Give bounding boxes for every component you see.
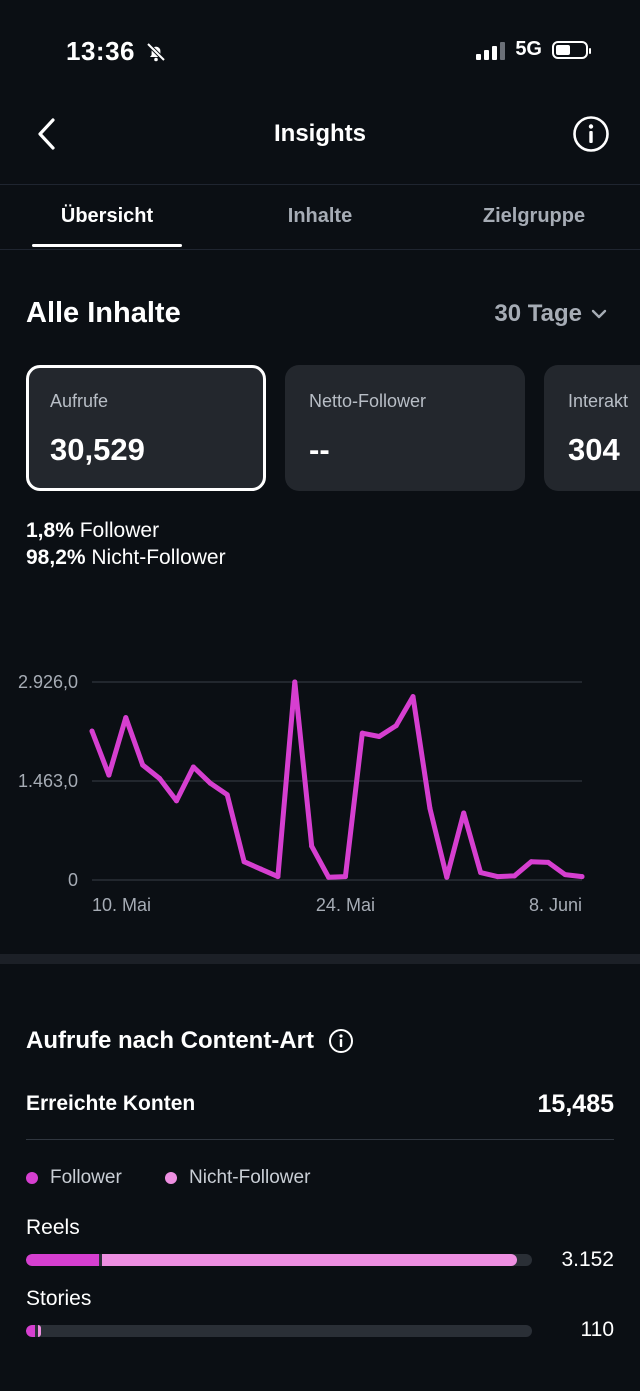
chart-data-point [292,679,298,685]
metric-label: Interakt [568,391,629,411]
bar-follower-segment [26,1325,36,1337]
chart-series-line [89,679,585,880]
bell-muted-icon [144,40,168,69]
legend-dot [26,1172,38,1184]
info-button[interactable] [572,115,610,153]
network-type: 5G [515,38,542,60]
metric-label: Netto-Follower [309,391,427,411]
metric-card-netto-follower[interactable]: Netto-Follower -- [285,365,525,491]
tab-uebersicht[interactable]: Übersicht [60,205,154,227]
legend-dot [165,1172,177,1184]
chart-data-point [427,805,433,811]
chart-data-point [495,874,501,880]
row-value-reels: 3.152 [561,1248,614,1271]
chart-data-point [511,873,517,879]
back-button[interactable] [30,116,66,152]
chart-data-point [342,874,348,880]
metric-card-aufrufe[interactable]: Aufrufe 30,529 [26,365,266,491]
signal-icon [476,40,506,60]
metric-label: Aufrufe [50,391,109,411]
tab-zielgruppe[interactable]: Zielgruppe [482,205,586,227]
chart-data-point [89,728,95,734]
section-title: Alle Inhalte [26,297,181,329]
chart-data-point [224,792,230,798]
views-line-chart: 2.926,0 1.463,0 0 10. Mai 24. Mai 8. Juni [18,672,585,915]
row-label-stories: Stories [26,1287,92,1310]
chart-data-point [106,772,112,778]
content-type-title: Aufrufe nach Content-Art [26,1027,314,1054]
status-indicators: 5G [476,38,591,61]
chart-data-point [326,874,332,880]
chart-data-point [444,874,450,880]
chart-data-point [478,870,484,876]
chart-data-point [157,775,163,781]
follower-label: Follower [79,519,160,542]
chart-data-point [173,798,179,804]
chart-y-tick-label: 1.463,0 [18,771,78,791]
chart-y-tick-label: 0 [68,870,78,890]
chart-x-tick-label: 8. Juni [529,895,582,915]
metric-value: 30,529 [50,432,145,467]
chart-data-point [359,730,365,736]
header-divider [0,184,640,185]
tabs-divider [0,249,640,250]
follower-percent: 1,8% [26,519,74,542]
chart-data-point [393,723,399,729]
chart-data-point [461,810,467,816]
chevron-left-icon [38,118,55,150]
chart-x-tick-label: 24. Mai [316,895,375,915]
section-divider [0,954,640,964]
chart-data-point [258,866,264,872]
follower-share: 1,8% Follower [26,519,159,543]
chart-data-point [579,874,585,880]
bar-reels [26,1254,532,1266]
legend-follower: Follower [26,1167,122,1189]
legend-label: Follower [50,1167,122,1188]
chart-data-point [410,694,416,700]
nonfollower-label: Nicht-Follower [91,546,226,569]
metric-value: 304 [568,432,620,467]
nonfollower-percent: 98,2% [26,546,86,569]
metric-value: -- [309,432,330,467]
bar-nonfollower-segment [102,1254,517,1266]
legend-nonfollower: Nicht-Follower [165,1167,310,1189]
nonfollower-share: 98,2% Nicht-Follower [26,546,226,570]
bar-nonfollower-segment [38,1325,42,1337]
page-title: Insights [273,120,366,147]
reach-divider [26,1139,614,1140]
bar-follower-segment [26,1254,100,1266]
tab-inhalte[interactable]: Inhalte [287,205,353,227]
chart-data-point [190,764,196,770]
chart-data-point [562,872,568,878]
legend-label: Nicht-Follower [189,1167,311,1188]
chart-data-point [123,715,129,721]
content-type-header: Aufrufe nach Content-Art [26,1027,354,1055]
chart-data-point [309,843,315,849]
chart-data-point [376,734,382,740]
time-range-label: 30 Tage [494,300,582,327]
chart-data-point [140,762,146,768]
chart-data-point [545,859,551,865]
reach-label: Erreichte Konten [26,1092,196,1115]
chevron-down-icon [591,309,607,319]
time-range-dropdown[interactable]: 30 Tage [494,300,608,328]
bar-stories [26,1325,532,1337]
chart-x-tick-label: 10. Mai [92,895,151,915]
chart-data-point [241,859,247,865]
battery-icon [552,40,591,59]
info-icon[interactable] [328,1028,354,1054]
row-value-stories: 110 [580,1318,614,1341]
status-time: 13:36 [66,36,135,66]
reach-value: 15,485 [537,1090,614,1118]
info-icon [573,116,609,152]
row-label-reels: Reels [26,1216,80,1239]
chart-data-point [275,874,281,880]
chart-data-point [207,780,213,786]
chart-data-point [528,859,534,865]
active-tab-indicator [32,244,182,247]
metric-card-interaktionen[interactable]: Interakt 304 [544,365,640,491]
chart-y-tick-label: 2.926,0 [18,672,78,692]
